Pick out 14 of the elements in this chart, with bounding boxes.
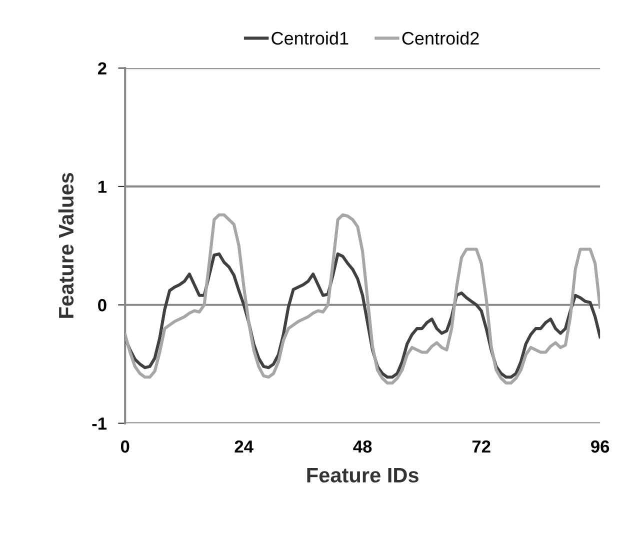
x-tick-label: 24	[234, 440, 254, 453]
y-tick-label: 0	[98, 299, 106, 312]
x-tick-label: 48	[353, 440, 372, 453]
y-axis-title: Feature Values	[58, 172, 74, 318]
x-tick-label: 0	[120, 440, 130, 453]
legend-label: Centroid1	[272, 31, 348, 45]
x-axis-title: Feature IDs	[307, 468, 418, 483]
y-tick-label: 1	[98, 180, 107, 193]
legend-label: Centroid2	[402, 31, 479, 45]
line-series	[125, 213, 600, 385]
x-tick-label: 72	[472, 440, 490, 453]
x-tick-label: 96	[591, 440, 610, 453]
y-tick-label: 2	[98, 62, 106, 74]
y-tick-label: -1	[92, 418, 107, 430]
